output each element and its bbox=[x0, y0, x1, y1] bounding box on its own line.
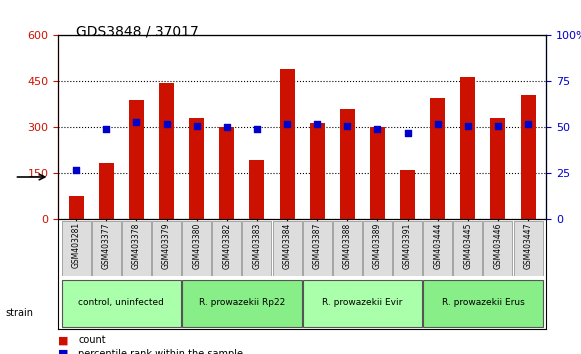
Bar bbox=[99, 163, 114, 219]
Text: GDS3848 / 37017: GDS3848 / 37017 bbox=[76, 25, 198, 39]
Bar bbox=[189, 118, 204, 219]
Text: R. prowazekii Rp22: R. prowazekii Rp22 bbox=[199, 298, 285, 307]
Text: GSM403383: GSM403383 bbox=[252, 222, 261, 269]
Point bbox=[162, 121, 171, 127]
Text: GSM403444: GSM403444 bbox=[433, 222, 442, 269]
Point bbox=[373, 126, 382, 132]
Text: GSM403380: GSM403380 bbox=[192, 222, 201, 269]
FancyBboxPatch shape bbox=[62, 280, 181, 326]
Text: ■: ■ bbox=[58, 349, 69, 354]
Point bbox=[343, 123, 352, 129]
Text: GSM403281: GSM403281 bbox=[71, 222, 81, 268]
Text: ■: ■ bbox=[58, 335, 69, 345]
Text: GSM403389: GSM403389 bbox=[373, 222, 382, 269]
Text: GSM403382: GSM403382 bbox=[223, 222, 231, 269]
FancyBboxPatch shape bbox=[122, 221, 151, 275]
Text: GSM403378: GSM403378 bbox=[132, 222, 141, 269]
Bar bbox=[521, 95, 536, 219]
Bar bbox=[370, 127, 385, 219]
Bar bbox=[159, 83, 174, 219]
Text: GSM403445: GSM403445 bbox=[463, 222, 472, 269]
Text: R. prowazekii Erus: R. prowazekii Erus bbox=[442, 298, 524, 307]
FancyBboxPatch shape bbox=[303, 280, 422, 326]
Bar bbox=[400, 170, 415, 219]
Point bbox=[252, 126, 261, 132]
Text: GSM403446: GSM403446 bbox=[493, 222, 503, 269]
FancyBboxPatch shape bbox=[483, 221, 512, 275]
Text: control, uninfected: control, uninfected bbox=[78, 298, 164, 307]
Bar bbox=[69, 196, 84, 219]
Point bbox=[403, 130, 412, 136]
FancyBboxPatch shape bbox=[393, 221, 422, 275]
FancyBboxPatch shape bbox=[212, 221, 241, 275]
Point bbox=[282, 121, 292, 127]
Bar bbox=[279, 69, 295, 219]
Text: GSM403447: GSM403447 bbox=[523, 222, 533, 269]
Point bbox=[222, 125, 231, 130]
Bar bbox=[310, 123, 325, 219]
FancyBboxPatch shape bbox=[333, 221, 362, 275]
FancyBboxPatch shape bbox=[62, 221, 91, 275]
Point bbox=[192, 123, 202, 129]
Point bbox=[493, 123, 503, 129]
FancyBboxPatch shape bbox=[514, 221, 543, 275]
Text: GSM403387: GSM403387 bbox=[313, 222, 322, 269]
Bar bbox=[430, 98, 445, 219]
Point bbox=[523, 121, 533, 127]
Bar bbox=[129, 100, 144, 219]
FancyBboxPatch shape bbox=[242, 221, 271, 275]
Point bbox=[132, 119, 141, 125]
FancyBboxPatch shape bbox=[152, 221, 181, 275]
Text: GSM403384: GSM403384 bbox=[282, 222, 292, 269]
Bar bbox=[490, 118, 505, 219]
FancyBboxPatch shape bbox=[272, 221, 302, 275]
Text: percentile rank within the sample: percentile rank within the sample bbox=[78, 349, 243, 354]
Point bbox=[102, 126, 111, 132]
FancyBboxPatch shape bbox=[182, 221, 211, 275]
FancyBboxPatch shape bbox=[303, 221, 332, 275]
Bar bbox=[249, 160, 264, 219]
Text: GSM403388: GSM403388 bbox=[343, 222, 352, 269]
FancyBboxPatch shape bbox=[423, 280, 543, 326]
Point bbox=[463, 123, 472, 129]
Bar bbox=[340, 109, 355, 219]
Text: GSM403377: GSM403377 bbox=[102, 222, 111, 269]
Point bbox=[313, 121, 322, 127]
Bar bbox=[460, 77, 475, 219]
Text: R. prowazekii Evir: R. prowazekii Evir bbox=[322, 298, 403, 307]
Bar bbox=[219, 127, 234, 219]
FancyBboxPatch shape bbox=[182, 280, 302, 326]
FancyBboxPatch shape bbox=[92, 221, 121, 275]
FancyBboxPatch shape bbox=[363, 221, 392, 275]
Text: count: count bbox=[78, 335, 106, 345]
Text: strain: strain bbox=[6, 308, 34, 318]
Text: GSM403379: GSM403379 bbox=[162, 222, 171, 269]
FancyBboxPatch shape bbox=[453, 221, 482, 275]
Point bbox=[433, 121, 442, 127]
FancyBboxPatch shape bbox=[423, 221, 452, 275]
Point bbox=[71, 167, 81, 173]
Text: GSM403391: GSM403391 bbox=[403, 222, 412, 269]
